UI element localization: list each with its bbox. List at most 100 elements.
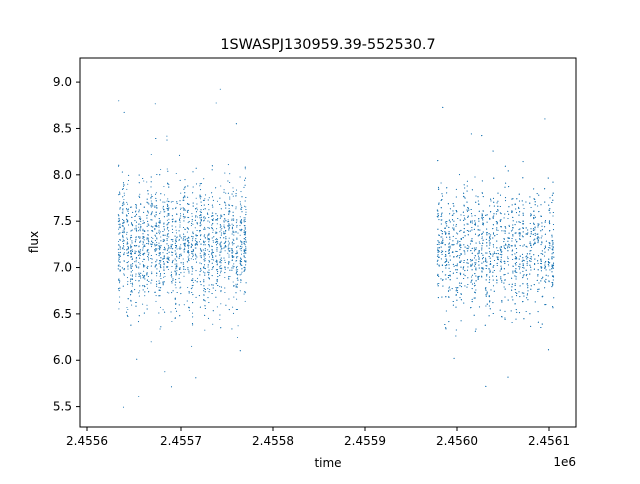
- data-point: [143, 265, 145, 267]
- data-point: [211, 227, 213, 229]
- data-point: [245, 240, 247, 242]
- data-point: [240, 279, 242, 281]
- data-point: [228, 244, 230, 246]
- data-point: [204, 314, 206, 316]
- data-point: [203, 217, 205, 219]
- data-point: [228, 212, 230, 214]
- data-point: [219, 286, 221, 288]
- data-point: [203, 199, 205, 201]
- data-point: [208, 239, 210, 241]
- data-point: [198, 295, 200, 297]
- data-point: [140, 203, 142, 205]
- data-point: [123, 111, 125, 113]
- data-point: [196, 281, 198, 283]
- data-point: [126, 248, 128, 250]
- data-point: [211, 215, 213, 217]
- data-point: [138, 236, 140, 238]
- data-point: [236, 253, 238, 255]
- data-point: [158, 280, 160, 282]
- data-point: [220, 229, 222, 231]
- data-point: [245, 231, 247, 233]
- data-point: [228, 224, 230, 226]
- data-point: [118, 254, 120, 256]
- data-point: [174, 263, 176, 265]
- data-point: [123, 222, 125, 224]
- data-point: [223, 247, 225, 249]
- data-point: [186, 231, 188, 233]
- data-point: [195, 216, 197, 218]
- data-point: [232, 267, 234, 269]
- data-point: [154, 205, 156, 207]
- data-point: [140, 224, 142, 226]
- data-point: [219, 272, 222, 274]
- data-point: [159, 248, 161, 250]
- data-point: [158, 263, 160, 265]
- data-point: [123, 203, 125, 205]
- data-point: [231, 259, 234, 261]
- data-point: [146, 304, 148, 306]
- data-point: [140, 218, 142, 220]
- data-point: [166, 266, 168, 268]
- data-point: [126, 201, 128, 203]
- data-point: [131, 275, 133, 277]
- data-point: [119, 280, 121, 282]
- data-point: [219, 266, 221, 268]
- data-point: [164, 311, 166, 313]
- data-point: [163, 281, 165, 283]
- data-point: [212, 287, 214, 289]
- data-point: [240, 241, 242, 243]
- data-point: [159, 252, 161, 254]
- data-point: [235, 206, 237, 208]
- data-point: [155, 254, 157, 256]
- data-point: [223, 189, 225, 191]
- data-point: [135, 301, 137, 304]
- data-point: [240, 205, 242, 207]
- data-point: [216, 247, 218, 249]
- data-point: [228, 229, 230, 231]
- data-point: [187, 256, 189, 258]
- data-point: [221, 227, 223, 229]
- data-point: [131, 257, 134, 259]
- data-point: [203, 279, 205, 281]
- data-point: [235, 189, 238, 191]
- data-point: [134, 261, 136, 263]
- data-point: [239, 176, 241, 178]
- data-point: [203, 252, 205, 254]
- data-point: [130, 300, 132, 302]
- data-point: [235, 269, 237, 271]
- data-point: [135, 239, 137, 241]
- data-point: [239, 290, 241, 292]
- data-point: [138, 253, 140, 255]
- data-point: [158, 248, 160, 250]
- data-point: [134, 228, 136, 230]
- data-point: [163, 257, 165, 259]
- data-point: [163, 264, 165, 266]
- data-point: [207, 203, 210, 206]
- data-point: [212, 215, 214, 217]
- data-point: [196, 222, 198, 224]
- data-point: [245, 282, 247, 284]
- data-point: [159, 275, 161, 277]
- data-point: [166, 234, 168, 236]
- data-point: [118, 258, 120, 261]
- data-point: [188, 292, 190, 294]
- data-point: [142, 263, 144, 266]
- data-point: [180, 255, 182, 257]
- data-point: [224, 172, 226, 174]
- data-point: [142, 222, 144, 225]
- data-point: [220, 234, 222, 236]
- data-point: [183, 275, 185, 277]
- data-point: [208, 244, 210, 246]
- data-point: [154, 245, 156, 247]
- data-point: [146, 242, 148, 245]
- data-point: [131, 229, 133, 231]
- data-point: [192, 316, 194, 318]
- data-point: [191, 266, 193, 268]
- data-point: [187, 222, 189, 224]
- data-point: [150, 205, 152, 207]
- data-point: [224, 267, 226, 269]
- data-point: [180, 237, 182, 239]
- data-point: [183, 271, 185, 273]
- data-point: [215, 241, 217, 243]
- data-point: [164, 249, 166, 251]
